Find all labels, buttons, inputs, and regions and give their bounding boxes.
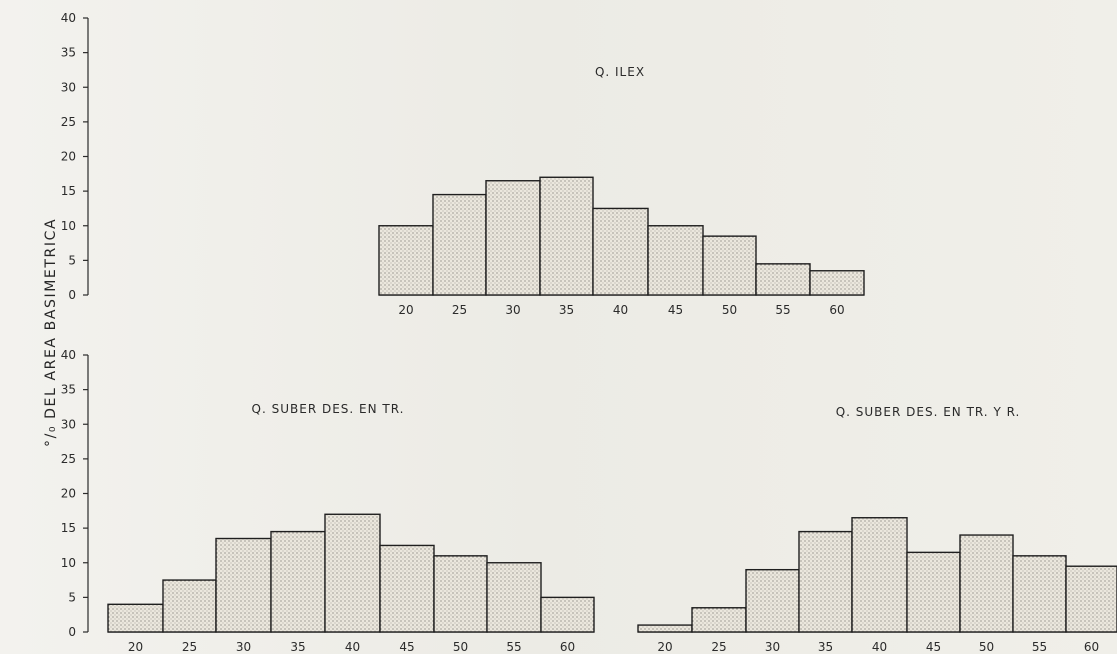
x-tick-label-1-25: 25 xyxy=(182,640,197,654)
x-tick-label-2-40: 40 xyxy=(872,640,887,654)
bar-2-60 xyxy=(1065,565,1117,633)
y-tick-label-1-0: 0 xyxy=(68,625,76,639)
bar-0-40 xyxy=(592,207,649,296)
bar-0-60 xyxy=(809,270,865,296)
bar-1-35 xyxy=(270,530,326,633)
x-tick-label-2-45: 45 xyxy=(926,640,941,654)
y-tick-label-1-15: 15 xyxy=(61,521,76,535)
bar-1-25 xyxy=(162,579,217,633)
y-tick-label-0-15: 15 xyxy=(61,184,76,198)
x-tick-label-0-20: 20 xyxy=(398,303,413,317)
bar-2-20 xyxy=(637,624,693,633)
bar-0-35 xyxy=(539,176,594,296)
bar-0-55 xyxy=(755,263,811,296)
y-tick-label-1-30: 30 xyxy=(61,417,76,431)
panel-title-q-suber-des-en-tr-y-r: Q. SUBER DES. EN TR. Y R. xyxy=(836,405,1021,419)
x-tick-label-0-45: 45 xyxy=(668,303,683,317)
x-tick-label-1-35: 35 xyxy=(290,640,305,654)
bar-1-45 xyxy=(379,544,435,633)
bar-2-55 xyxy=(1012,555,1067,633)
x-tick-label-2-60: 60 xyxy=(1084,640,1099,654)
bar-0-25 xyxy=(432,193,487,296)
x-tick-label-0-35: 35 xyxy=(559,303,574,317)
x-tick-label-2-30: 30 xyxy=(765,640,780,654)
bar-1-20 xyxy=(107,603,164,633)
y-tick-label-1-25: 25 xyxy=(61,452,76,466)
x-tick-label-1-40: 40 xyxy=(345,640,360,654)
bar-2-30 xyxy=(745,568,800,633)
bar-2-50 xyxy=(959,534,1014,633)
x-tick-label-0-30: 30 xyxy=(505,303,520,317)
bar-2-45 xyxy=(906,551,961,633)
x-tick-label-1-45: 45 xyxy=(399,640,414,654)
x-tick-label-0-40: 40 xyxy=(613,303,628,317)
bar-1-50 xyxy=(433,555,488,633)
bar-1-60 xyxy=(540,596,595,633)
y-tick-label-0-30: 30 xyxy=(61,80,76,94)
bar-0-45 xyxy=(647,225,704,296)
y-tick-label-0-5: 5 xyxy=(68,253,76,267)
bar-1-40 xyxy=(324,513,381,633)
bar-0-20 xyxy=(378,225,434,296)
panel-q-ilex: Q. ILEX 0 5 10 15 20 25 30 35 40 20 25 30 35 40 45 50 55… xyxy=(61,11,865,317)
bar-0-30 xyxy=(485,180,541,296)
x-tick-label-1-60: 60 xyxy=(560,640,575,654)
y-tick-label-1-40: 40 xyxy=(61,348,76,362)
bar-1-55 xyxy=(486,562,542,633)
y-tick-label-0-10: 10 xyxy=(61,219,76,233)
x-tick-label-2-35: 35 xyxy=(818,640,833,654)
y-tick-label-1-5: 5 xyxy=(68,590,76,604)
panel-title-q-ilex: Q. ILEX xyxy=(595,65,645,79)
y-tick-label-1-35: 35 xyxy=(61,383,76,397)
x-tick-label-0-25: 25 xyxy=(452,303,467,317)
panel-title-q-suber-des-en-tr: Q. SUBER DES. EN TR. xyxy=(252,402,405,416)
x-tick-label-0-50: 50 xyxy=(722,303,737,317)
bar-2-40 xyxy=(851,517,908,633)
y-tick-label-0-20: 20 xyxy=(61,150,76,164)
x-tick-label-1-50: 50 xyxy=(453,640,468,654)
x-tick-label-2-55: 55 xyxy=(1032,640,1047,654)
bar-2-35 xyxy=(798,530,853,633)
shared-y-axis-label: °/₀ DEL AREA BASIMETRICA xyxy=(43,218,59,447)
x-tick-label-1-30: 30 xyxy=(236,640,251,654)
bar-2-25 xyxy=(691,607,747,633)
x-tick-label-0-55: 55 xyxy=(775,303,790,317)
x-tick-label-2-50: 50 xyxy=(979,640,994,654)
bar-0-50 xyxy=(702,235,757,296)
y-tick-label-0-35: 35 xyxy=(61,46,76,60)
y-tick-label-0-25: 25 xyxy=(61,115,76,129)
x-tick-label-1-55: 55 xyxy=(506,640,521,654)
bar-1-30 xyxy=(215,537,272,633)
y-tick-label-1-10: 10 xyxy=(61,556,76,570)
x-tick-label-0-60: 60 xyxy=(829,303,844,317)
x-tick-label-2-25: 25 xyxy=(711,640,726,654)
panel-q-suber-des-en-tr-y-r: Q. SUBER DES. EN TR. Y R. 20 25 30 35 40 45 50… xyxy=(637,405,1117,654)
x-tick-label-1-20: 20 xyxy=(128,640,143,654)
y-tick-label-0-40: 40 xyxy=(61,11,76,25)
x-tick-label-2-20: 20 xyxy=(657,640,672,654)
panel-q-suber-des-en-tr: Q. SUBER DES. EN TR. 0 5 10 15 20 25 30 35 40 20 2… xyxy=(61,348,595,654)
y-tick-label-1-20: 20 xyxy=(61,487,76,501)
y-tick-label-0-0: 0 xyxy=(68,288,76,302)
